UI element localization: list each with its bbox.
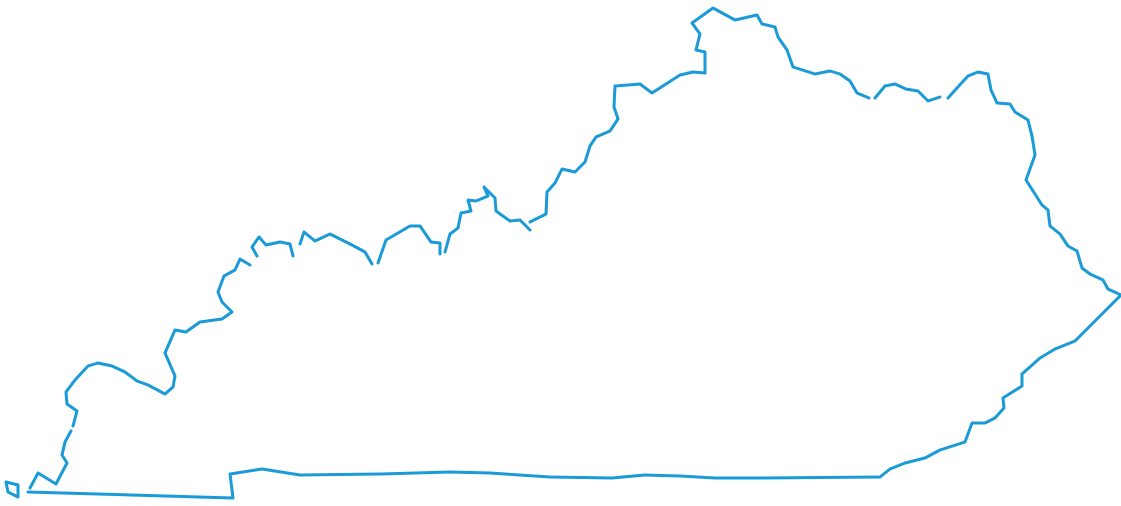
state-border <box>250 235 295 258</box>
state-border <box>26 70 1121 500</box>
state-border <box>873 82 942 103</box>
island-outline <box>4 480 20 499</box>
state-border <box>443 185 532 254</box>
state-border <box>28 429 73 490</box>
state-border <box>528 6 871 224</box>
state-border <box>64 257 252 428</box>
state-border <box>298 230 374 266</box>
state-border <box>376 224 442 265</box>
